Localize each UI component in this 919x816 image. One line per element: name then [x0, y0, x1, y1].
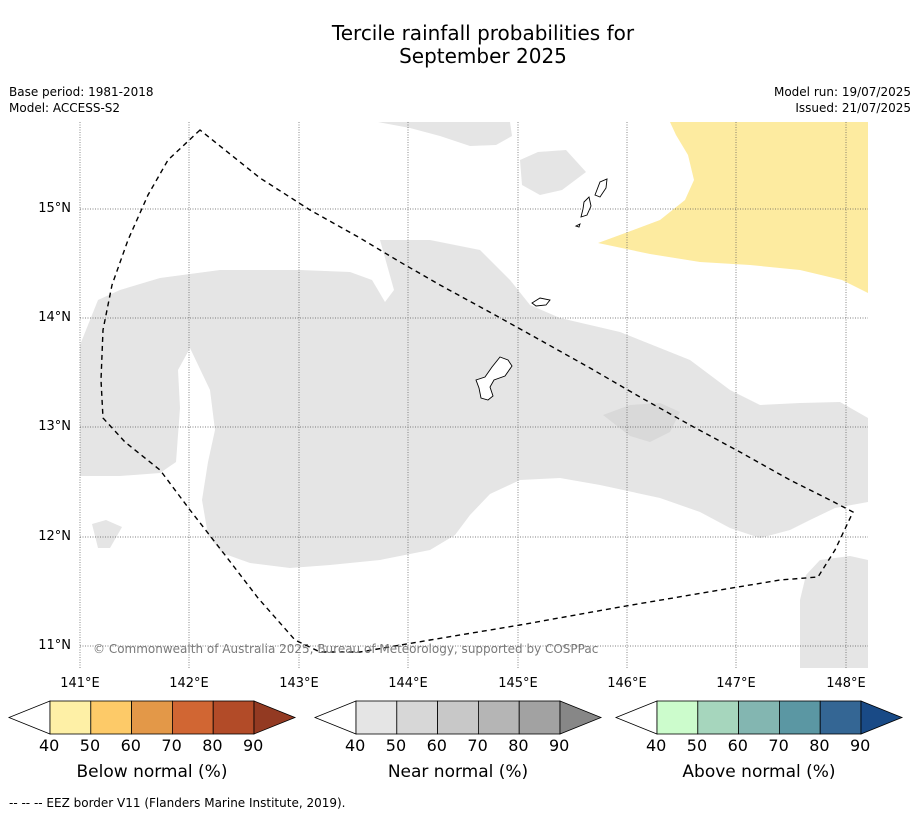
below-normal-region-ne [598, 122, 868, 293]
colorbar-over-arrow [253, 700, 297, 735]
near-normal-50-patch [603, 403, 680, 442]
colorbar-tick-label: 70 [467, 736, 488, 755]
lon-label-148: 148°E [826, 676, 866, 691]
colorbar-under-arrow [614, 700, 658, 735]
colorbar-segment [171, 700, 214, 735]
colorbar-segment [355, 700, 398, 735]
island-guam [475, 356, 513, 401]
near-normal-region-sw [92, 520, 122, 548]
colorbar-tick-label: 40 [345, 736, 366, 755]
colorbar-tick-label: 80 [508, 736, 529, 755]
lat-label-15: 15°N [38, 201, 71, 216]
colorbar-tick-label: 90 [549, 736, 570, 755]
island-saipan [594, 178, 608, 198]
colorbar-segment [437, 700, 479, 735]
colorbar-tick-label: 40 [39, 736, 60, 755]
lon-label-147: 147°E [716, 676, 756, 691]
base-period: Base period: 1981-2018 [9, 85, 154, 99]
copyright-notice: © Commonwealth of Australia 2025, Bureau… [93, 642, 599, 656]
meta-right: Model run: 19/07/2025 Issued: 21/07/2025 [774, 84, 911, 116]
near-normal-region-north [520, 150, 586, 195]
colorbar-tick-label: 60 [727, 736, 748, 755]
colorbar-tick-label: 80 [202, 736, 223, 755]
lat-label-12: 12°N [38, 529, 71, 544]
colorbar-tick-label: 90 [850, 736, 871, 755]
colorbar-segment [656, 700, 699, 735]
colorbar-tick-label: 60 [426, 736, 447, 755]
island-rota [531, 297, 551, 307]
colorbar-tick-label: 70 [768, 736, 789, 755]
colorbar-tick-label: 40 [646, 736, 667, 755]
colorbar-segment [738, 700, 780, 735]
eez-border [100, 129, 854, 653]
colorbar-segment [49, 700, 92, 735]
lon-label-145: 145°E [498, 676, 538, 691]
lon-label-146: 146°E [607, 676, 647, 691]
title-line-2: September 2025 [399, 44, 567, 68]
lat-label-14: 14°N [38, 310, 71, 325]
islands [475, 178, 608, 401]
colorbar-tick-label: 50 [385, 736, 407, 755]
island-tinian [580, 196, 592, 218]
near-normal-region-se [800, 556, 868, 668]
lon-label-143: 143°E [279, 676, 319, 691]
model-run: Model run: 19/07/2025 [773, 85, 911, 99]
colorbar-tick-label: 80 [809, 736, 830, 755]
gridlines [79, 122, 868, 668]
meta-left: Base period: 1981-2018 Model: ACCESS-S2 [9, 84, 154, 116]
colorbar-segment [697, 700, 739, 735]
colorbar-segment [477, 700, 520, 735]
colorbar-title: Near normal (%) [387, 762, 529, 782]
near-normal-region-main [80, 240, 868, 568]
colorbar-title: Above normal (%) [682, 762, 836, 782]
colorbar-segment [779, 700, 821, 735]
colorbar-tick-label: 60 [120, 736, 141, 755]
lon-label-141: 141°E [60, 676, 100, 691]
colorbar-tick-label: 50 [686, 736, 708, 755]
colorbar-title: Below normal (%) [76, 762, 228, 782]
lat-label-13: 13°N [38, 419, 71, 434]
colorbar-segment [396, 700, 438, 735]
colorbar-tick-label: 90 [243, 736, 264, 755]
title-line-1: Tercile rainfall probabilities for [331, 21, 635, 45]
map-title: Tercile rainfall probabilities for Septe… [0, 22, 919, 68]
colorbar-segment [131, 700, 173, 735]
issued-date: Issued: 21/07/2025 [795, 101, 911, 115]
colorbar-tick-label: 50 [79, 736, 101, 755]
colorbar-segment [90, 700, 133, 735]
lon-label-142: 142°E [169, 676, 209, 691]
model-name: Model: ACCESS-S2 [9, 101, 121, 115]
lon-label-144: 144°E [388, 676, 428, 691]
colorbar-over-arrow [860, 700, 904, 735]
near-normal-region-nw [378, 122, 512, 146]
near-normal-shading [80, 122, 868, 668]
colorbar-over-arrow [559, 700, 603, 735]
lat-label-11: 11°N [38, 638, 71, 653]
eez-legend-note: -- -- -- EEZ border V11 (Flanders Marine… [9, 796, 346, 810]
colorbar-segment [819, 700, 862, 735]
colorbar-tick-label: 70 [161, 736, 182, 755]
island-aguijan [574, 223, 581, 228]
colorbar-segment [212, 700, 255, 735]
